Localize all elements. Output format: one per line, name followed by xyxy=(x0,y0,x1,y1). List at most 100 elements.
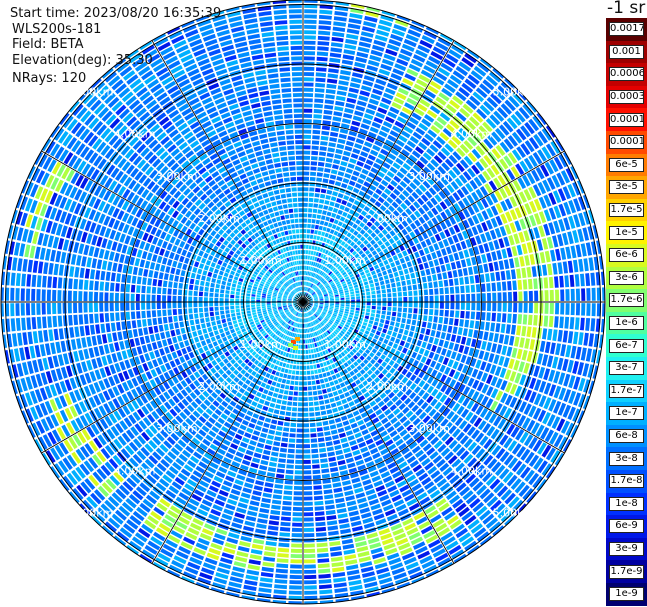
ppi-cell xyxy=(279,526,291,532)
ppi-cell xyxy=(166,353,173,361)
ppi-cell xyxy=(334,181,342,187)
ppi-cell xyxy=(312,208,318,214)
ppi-cell xyxy=(507,457,518,469)
ppi-cell xyxy=(471,226,479,236)
ppi-cell xyxy=(380,192,388,200)
ppi-cell xyxy=(479,186,489,197)
ppi-cell xyxy=(378,19,393,27)
ppi-cell xyxy=(396,206,404,214)
ppi-cell xyxy=(471,256,477,266)
ppi-cell xyxy=(331,121,341,127)
ppi-cell xyxy=(276,426,283,431)
ppi-cell xyxy=(304,281,307,286)
ppi-cell xyxy=(490,322,496,332)
ppi-cell xyxy=(219,392,227,399)
ppi-cell xyxy=(239,540,251,548)
ppi-cell xyxy=(458,344,465,353)
ppi-cell xyxy=(509,222,517,233)
ppi-cell xyxy=(325,509,336,515)
ppi-cell xyxy=(393,370,400,378)
ppi-cell xyxy=(313,295,317,298)
ppi-cell xyxy=(347,92,358,99)
ppi-cell xyxy=(349,288,354,292)
ppi-cell xyxy=(256,420,264,426)
ppi-cell xyxy=(273,376,279,382)
ppi-cell xyxy=(312,308,316,311)
ppi-cell xyxy=(423,308,428,315)
ppi-cell xyxy=(358,190,366,197)
ppi-cell xyxy=(181,347,188,355)
ppi-cell xyxy=(357,133,366,140)
ppi-cell xyxy=(408,92,420,102)
ppi-cell xyxy=(357,46,370,53)
ppi-cell xyxy=(465,473,476,484)
ppi-cell xyxy=(316,547,329,553)
ppi-cell xyxy=(363,21,377,28)
ppi-cell xyxy=(452,151,462,161)
ppi-cell xyxy=(303,350,306,354)
ppi-cell xyxy=(489,229,497,240)
ppi-cell xyxy=(311,150,319,156)
ppi-cell xyxy=(346,278,351,283)
ppi-cell xyxy=(429,144,439,153)
ppi-cell xyxy=(317,309,322,313)
ppi-cell xyxy=(482,513,495,525)
ppi-cell xyxy=(311,459,320,464)
ppi-cell xyxy=(341,199,348,206)
ppi-cell xyxy=(331,212,337,218)
ppi-cell xyxy=(401,149,410,157)
ppi-cell xyxy=(505,211,513,222)
ppi-cell xyxy=(469,477,480,488)
ppi-cell xyxy=(319,284,323,289)
ppi-cell xyxy=(278,542,290,548)
ppi-cell xyxy=(272,446,280,452)
ppi-cell xyxy=(318,294,323,297)
ppi-cell xyxy=(481,312,486,321)
ppi-cell xyxy=(415,408,423,416)
ppi-cell xyxy=(291,543,302,548)
ppi-cell xyxy=(523,230,530,242)
ppi-cell xyxy=(303,402,308,407)
ppi-cell xyxy=(508,496,520,509)
ppi-cell xyxy=(572,443,582,458)
ppi-cell xyxy=(414,107,425,117)
ppi-cell xyxy=(547,328,553,341)
ppi-cell xyxy=(412,314,418,320)
ppi-cell xyxy=(452,428,461,438)
ppi-cell xyxy=(304,329,307,333)
ppi-cell xyxy=(323,361,327,367)
ppi-cell xyxy=(326,211,332,217)
ppi-cell xyxy=(288,443,295,448)
ppi-cell xyxy=(541,444,552,458)
ppi-cell xyxy=(372,88,383,96)
ppi-cell xyxy=(318,204,324,209)
ppi-cell xyxy=(485,362,492,373)
ppi-cell xyxy=(350,309,355,313)
ppi-cell xyxy=(317,310,321,314)
ppi-cell xyxy=(479,104,491,116)
ppi-cell xyxy=(364,284,370,289)
ppi-cell xyxy=(324,494,334,500)
ppi-cell xyxy=(356,296,361,299)
ppi-cell xyxy=(328,264,333,269)
ppi-cell xyxy=(483,351,490,361)
ppi-cell xyxy=(533,393,542,406)
ppi-cell xyxy=(352,259,358,265)
ppi-cell xyxy=(588,257,594,271)
ppi-cell xyxy=(558,203,567,217)
ppi-cell xyxy=(563,217,571,231)
ppi-cell xyxy=(390,348,396,354)
ppi-cell xyxy=(347,163,355,169)
ppi-cell xyxy=(338,287,343,291)
ppi-cell xyxy=(359,376,365,382)
ppi-cell xyxy=(337,347,343,353)
ppi-cell xyxy=(341,538,354,545)
ppi-cell xyxy=(536,327,542,339)
ppi-cell xyxy=(490,193,499,204)
ppi-cell xyxy=(352,348,357,354)
ppi-cell xyxy=(471,302,476,311)
ppi-cell xyxy=(333,21,346,27)
ppi-cell xyxy=(461,510,474,522)
ppi-cell xyxy=(383,338,389,345)
ppi-cell xyxy=(408,302,413,308)
